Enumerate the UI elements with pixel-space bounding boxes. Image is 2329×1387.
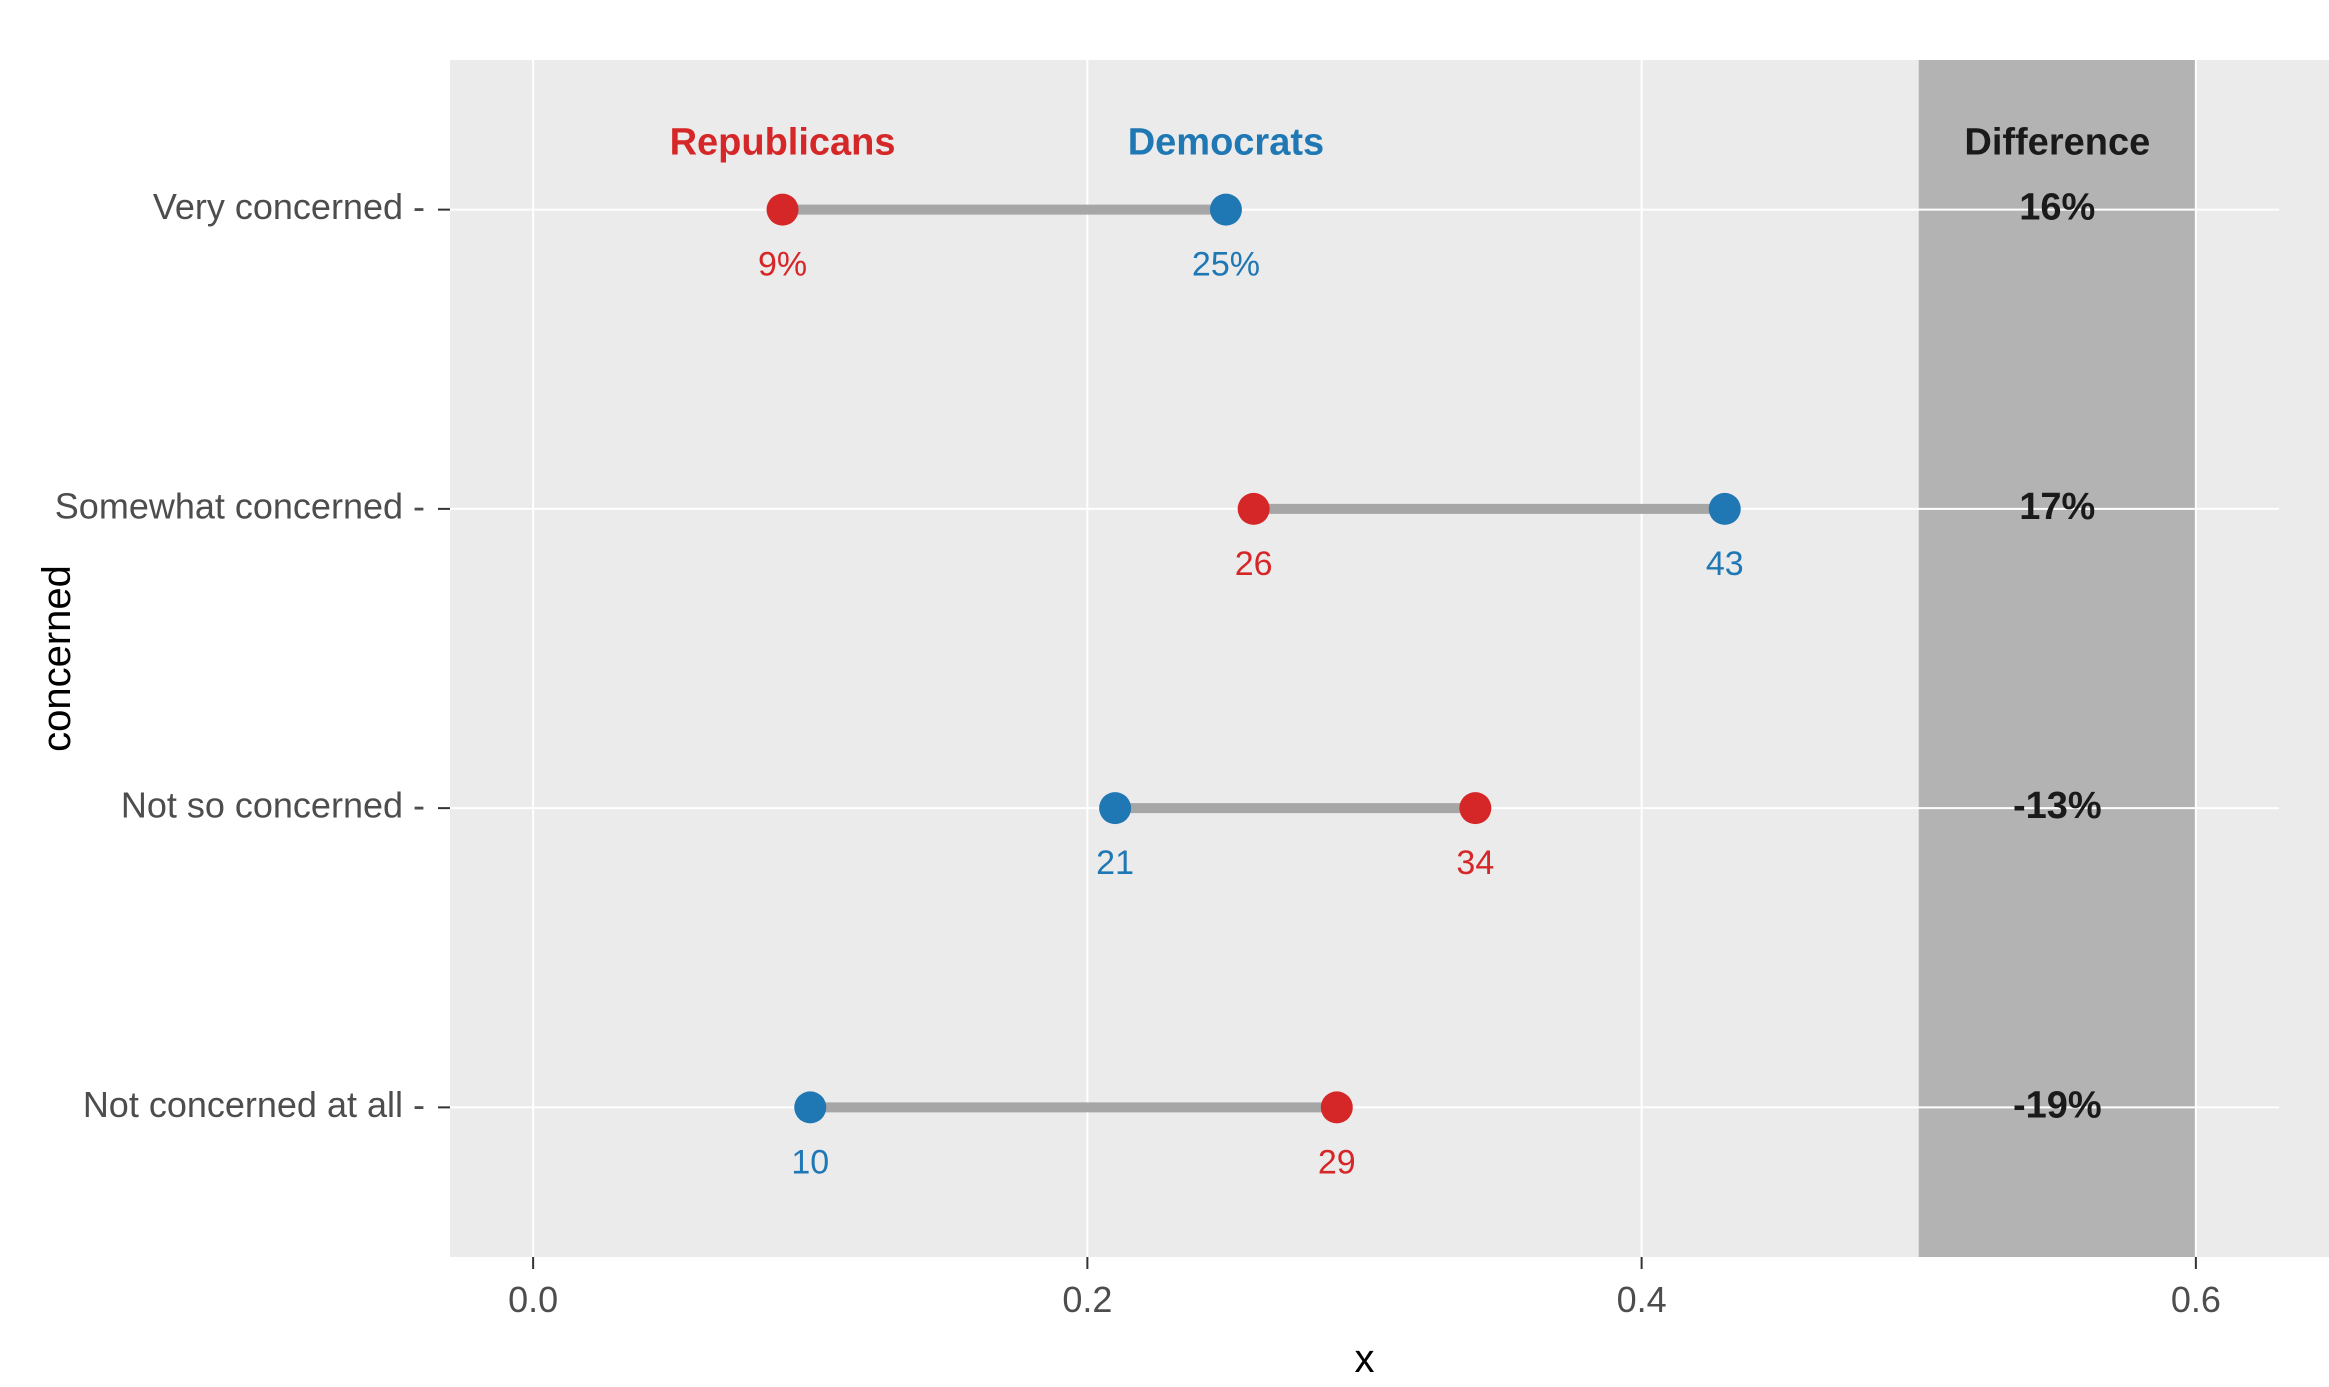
- point-democrat: [1099, 792, 1131, 824]
- value-label-republican: 9%: [758, 246, 807, 284]
- x-tick-label: 0.4: [1617, 1279, 1667, 1320]
- value-label-republican: 29: [1318, 1143, 1356, 1181]
- point-republican: [767, 194, 799, 226]
- y-tick-label: Not so concerned -: [121, 785, 425, 826]
- difference-label: -19%: [2013, 1084, 2102, 1126]
- difference-label: 17%: [2019, 486, 2095, 528]
- y-tick-label: Somewhat concerned -: [55, 485, 425, 526]
- chart-svg: 0.0 0.2 0.4 0.6 Very concerned - Somewhat con…: [0, 0, 2329, 1387]
- value-label-republican: 34: [1456, 844, 1494, 882]
- difference-band: [1919, 60, 2196, 1257]
- point-democrat: [1709, 493, 1741, 525]
- value-label-republican: 26: [1235, 545, 1273, 583]
- value-label-democrat: 43: [1706, 545, 1744, 583]
- header-democrats: Democrats: [1128, 122, 1324, 164]
- point-democrat: [794, 1091, 826, 1123]
- x-tick-label: 0.6: [2171, 1279, 2221, 1320]
- point-republican: [1238, 493, 1270, 525]
- y-axis-title: concerned: [35, 565, 79, 752]
- value-label-democrat: 21: [1096, 844, 1134, 882]
- point-republican: [1321, 1091, 1353, 1123]
- header-republicans: Republicans: [670, 122, 896, 164]
- value-label-democrat: 25%: [1192, 246, 1260, 284]
- y-tick-label: Very concerned -: [153, 186, 425, 227]
- difference-label: -13%: [2013, 785, 2102, 827]
- x-tick-label: 0.0: [508, 1279, 558, 1320]
- x-axis-title: x: [1355, 1337, 1375, 1381]
- y-tick-label: Not concerned at all -: [83, 1084, 425, 1125]
- x-tick-label: 0.2: [1062, 1279, 1112, 1320]
- value-label-democrat: 10: [791, 1143, 829, 1181]
- header-difference: Difference: [1964, 122, 2150, 164]
- point-republican: [1459, 792, 1491, 824]
- difference-label: 16%: [2019, 187, 2095, 229]
- dumbbell-chart: 0.0 0.2 0.4 0.6 Very concerned - Somewhat con…: [0, 0, 2329, 1387]
- point-democrat: [1210, 194, 1242, 226]
